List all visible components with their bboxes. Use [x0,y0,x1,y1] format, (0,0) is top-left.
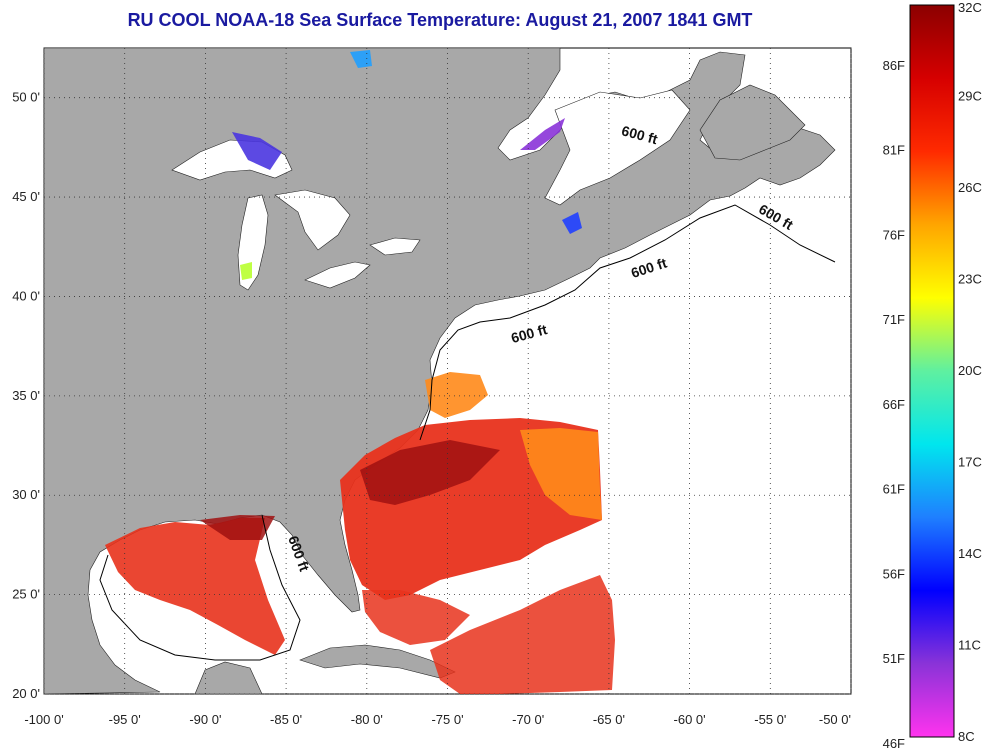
lon-tick-label: -85 0' [270,712,302,727]
lat-tick-label: 40 0' [12,288,40,303]
longitude-ticks: -100 0' -95 0' -90 0' -85 0' -80 0' -75 0' -70… [24,712,851,727]
lake-huron [274,189,351,251]
lat-tick-label: 30 0' [12,487,40,502]
celsius-tick-label: 20C [958,363,982,378]
fahrenheit-labels: 86F 81F 76F 71F 66F 61F 56F 51F 46F [883,58,905,751]
lon-tick-label: -70 0' [512,712,544,727]
lat-tick-label: 45 0' [12,189,40,204]
lon-tick-label: -95 0' [109,712,141,727]
land-newfoundland [699,84,806,161]
lon-tick-label: -50 0' [819,712,851,727]
fahrenheit-tick-label: 46F [883,736,905,751]
celsius-tick-label: 29C [958,89,982,104]
colorbar-gradient [909,4,955,738]
isobath-600ft [99,204,836,661]
fahrenheit-tick-label: 76F [883,227,905,242]
gulf-st-lawrence [544,89,691,206]
celsius-tick-label: 23C [958,272,982,287]
sst-gulf-hot [200,515,275,540]
lon-tick-label: -100 0' [24,712,63,727]
sst-cape-hatteras [425,372,488,418]
lake-erie [304,261,371,289]
fahrenheit-tick-label: 66F [883,397,905,412]
lon-tick-label: -80 0' [351,712,383,727]
celsius-tick-label: 32C [958,0,982,15]
sst-st-lawrence-cold [520,118,565,150]
fahrenheit-tick-label: 61F [883,482,905,497]
lat-tick-label: 50 0' [12,90,40,105]
map-frame [43,47,852,695]
map-title: RU COOL NOAA-18 Sea Surface Temperature:… [127,10,753,30]
lon-tick-label: -90 0' [189,712,221,727]
lat-tick-label: 35 0' [12,388,40,403]
celsius-labels: 32C 29C 26C 23C 20C 17C 14C 11C 8C [958,0,982,744]
fahrenheit-tick-label: 51F [883,651,905,666]
fahrenheit-tick-label: 56F [883,566,905,581]
sst-bahamas [362,590,470,645]
sst-atlantic-hot [360,440,500,505]
sst-lake-michigan-patch [240,262,252,280]
celsius-tick-label: 17C [958,455,982,470]
sst-lake-superior-cold [232,132,282,170]
latitude-ticks: 50 0' 45 0' 40 0' 35 0' 30 0' 25 0' 20 0' [12,90,40,701]
lake-ontario [369,237,421,256]
lon-tick-label: -55 0' [754,712,786,727]
celsius-tick-label: 26C [958,180,982,195]
sst-caribbean [430,575,615,694]
land-yucatan [194,661,263,695]
lon-tick-label: -65 0' [593,712,625,727]
fahrenheit-tick-label: 81F [883,143,905,158]
sst-gulf-of-mexico [105,518,285,655]
celsius-tick-label: 8C [958,729,975,744]
fahrenheit-tick-label: 71F [883,312,905,327]
lat-tick-label: 20 0' [12,686,40,701]
fahrenheit-tick-label: 86F [883,58,905,73]
lon-tick-label: -75 0' [431,712,463,727]
celsius-tick-label: 14C [958,546,982,561]
celsius-tick-label: 11C [958,638,981,653]
lon-tick-label: -60 0' [674,712,706,727]
lat-tick-label: 25 0' [12,587,40,602]
sst-bay-of-fundy-cold [562,212,582,234]
sst-gulf-stream-orange [520,428,602,520]
